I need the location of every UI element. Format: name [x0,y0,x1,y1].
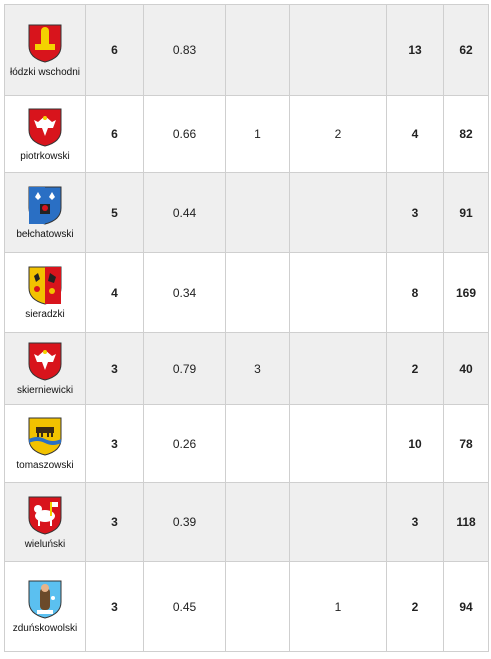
crest-sieradzki-icon [5,264,85,306]
value-col-4 [289,332,387,405]
value-col-4 [289,482,387,562]
table-row: sieradzki 4 0.34 8 169 [4,252,489,333]
value-col-3 [225,482,290,562]
table-row: wieluński 3 0.39 3 118 [4,482,489,562]
value-col-5: 13 [386,4,444,96]
value-col-3 [225,172,290,253]
value-col-3: 3 [225,332,290,405]
county-cell: wieluński [4,482,86,562]
value-col-4: 1 [289,561,387,652]
county-cell: łódzki wschodni [4,4,86,96]
value-col-6: 94 [443,561,489,652]
value-col-6: 91 [443,172,489,253]
county-cell: skierniewicki [4,332,86,405]
value-col-4: 2 [289,95,387,173]
crest-zdunskowolski-icon [5,578,85,620]
value-col-6: 169 [443,252,489,333]
value-col-6: 62 [443,4,489,96]
county-table: łódzki wschodni 6 0.83 13 62 piotrkowski 6 0.66… [4,4,489,652]
table-row: zduńskowolski 3 0.45 1 2 94 [4,561,489,652]
county-cell: tomaszowski [4,404,86,483]
value-col-5: 2 [386,561,444,652]
value-col-3: 1 [225,95,290,173]
value-col-6: 40 [443,332,489,405]
value-col-5: 10 [386,404,444,483]
value-col-1: 3 [85,561,144,652]
crest-wielunski-icon [5,494,85,536]
value-col-6: 78 [443,404,489,483]
value-col-1: 5 [85,172,144,253]
county-name: piotrkowski [20,150,70,162]
crest-piotrkowski-icon [5,106,85,148]
table-row: skierniewicki 3 0.79 3 2 40 [4,332,489,405]
value-col-4 [289,4,387,96]
county-cell: bełchatowski [4,172,86,253]
value-col-2: 0.79 [143,332,226,405]
value-col-1: 3 [85,482,144,562]
value-col-5: 3 [386,482,444,562]
value-col-1: 6 [85,95,144,173]
county-name: wieluński [24,538,66,550]
value-col-1: 4 [85,252,144,333]
value-col-3 [225,404,290,483]
value-col-6: 118 [443,482,489,562]
crest-tomaszowski-icon [5,415,85,457]
value-col-3 [225,561,290,652]
value-col-2: 0.44 [143,172,226,253]
county-name: skierniewicki [16,385,74,396]
table-row: łódzki wschodni 6 0.83 13 62 [4,4,489,96]
value-col-2: 0.66 [143,95,226,173]
value-col-3 [225,252,290,333]
county-name: łódzki wschodni [9,66,81,78]
county-name: zduńskowolski [12,623,78,634]
county-table-container: łódzki wschodni 6 0.83 13 62 piotrkowski 6 0.66… [4,4,489,657]
value-col-5: 3 [386,172,444,253]
county-cell: sieradzki [4,252,86,333]
value-col-1: 3 [85,332,144,405]
value-col-2: 0.39 [143,482,226,562]
value-col-2: 0.45 [143,561,226,652]
county-name: tomaszowski [16,460,74,471]
value-col-5: 2 [386,332,444,405]
value-col-5: 8 [386,252,444,333]
county-cell: zduńskowolski [4,561,86,652]
value-col-4 [289,172,387,253]
table-row: bełchatowski 5 0.44 3 91 [4,172,489,253]
county-cell: piotrkowski [4,95,86,173]
value-col-1: 3 [85,404,144,483]
value-col-2: 0.34 [143,252,226,333]
value-col-2: 0.26 [143,404,226,483]
county-name: bełchatowski [16,229,74,240]
value-col-3 [225,4,290,96]
crest-belchatowski-icon [5,184,85,226]
value-col-2: 0.83 [143,4,226,96]
crest-lodzki-wschodni-icon [5,22,85,64]
value-col-1: 6 [85,4,144,96]
value-col-4 [289,404,387,483]
value-col-6: 82 [443,95,489,173]
county-name: sieradzki [25,309,65,320]
table-row: piotrkowski 6 0.66 1 2 4 82 [4,95,489,173]
crest-skierniewicki-icon [5,340,85,382]
value-col-5: 4 [386,95,444,173]
table-row: tomaszowski 3 0.26 10 78 [4,404,489,483]
value-col-4 [289,252,387,333]
